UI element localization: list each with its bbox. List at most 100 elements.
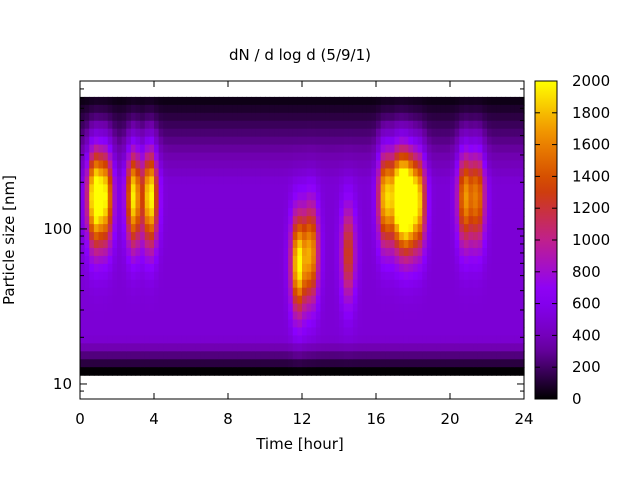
heatmap-cell xyxy=(389,263,396,273)
heatmap-cell xyxy=(80,128,86,138)
heatmap-cell xyxy=(399,240,405,249)
heatmap-cell xyxy=(491,208,497,217)
heatmap-cell xyxy=(306,208,312,217)
heatmap-cell xyxy=(260,287,266,297)
heatmap-cell xyxy=(329,367,335,376)
heatmap-cell xyxy=(181,112,187,122)
heatmap-cell xyxy=(463,271,470,281)
heatmap-cell xyxy=(84,247,90,257)
heatmap-cell xyxy=(463,104,470,114)
heatmap-cell xyxy=(126,232,132,241)
heatmap-cell xyxy=(297,247,303,257)
heatmap-cell xyxy=(311,287,317,297)
heatmap-cell xyxy=(158,104,164,114)
heatmap-cell xyxy=(339,192,345,201)
heatmap-cell xyxy=(371,311,377,321)
heatmap-cell xyxy=(357,303,363,313)
heatmap-cell xyxy=(121,303,127,313)
heatmap-cell xyxy=(214,303,220,313)
heatmap-cell xyxy=(519,319,525,329)
heatmap-cell xyxy=(223,351,229,360)
heatmap-cell xyxy=(394,144,400,154)
heatmap-cell xyxy=(93,208,100,217)
heatmap-cell xyxy=(269,343,275,352)
heatmap-cell xyxy=(177,279,183,289)
heatmap-cell xyxy=(200,359,206,368)
heatmap-cell xyxy=(334,128,340,138)
heatmap-cell xyxy=(376,343,382,352)
heatmap-cell xyxy=(487,279,493,289)
heatmap-cell xyxy=(482,144,488,154)
heatmap-cell xyxy=(126,359,132,368)
heatmap-cell xyxy=(334,104,340,114)
heatmap-cell xyxy=(329,120,335,130)
heatmap-cell xyxy=(311,200,317,209)
heatmap-cell xyxy=(195,168,201,177)
heatmap-cell xyxy=(519,255,525,265)
heatmap-cell xyxy=(172,136,178,146)
heatmap-cell xyxy=(302,335,308,344)
heatmap-cell xyxy=(246,184,252,193)
heatmap-cell xyxy=(112,208,118,217)
heatmap-cell xyxy=(209,240,215,249)
heatmap-cell xyxy=(385,359,391,368)
heatmap-cell xyxy=(200,232,206,241)
heatmap-cell xyxy=(315,367,322,376)
heatmap-cell xyxy=(417,216,423,225)
heatmap-cell xyxy=(274,224,280,233)
heatmap-cell xyxy=(167,112,174,122)
heatmap-cell xyxy=(292,287,298,297)
heatmap-cell xyxy=(269,104,275,114)
heatmap-cell xyxy=(107,335,113,344)
heatmap-cell xyxy=(144,200,150,209)
heatmap-cell xyxy=(334,263,340,273)
heatmap-cell xyxy=(459,144,465,154)
heatmap-cell xyxy=(352,160,359,170)
heatmap-cell xyxy=(177,160,183,170)
heatmap-cell xyxy=(144,144,150,154)
heatmap-cell xyxy=(89,104,95,114)
heatmap-cell xyxy=(487,335,493,344)
heatmap-cell xyxy=(302,144,308,154)
heatmap-cell xyxy=(389,144,396,154)
heatmap-cell xyxy=(389,343,396,352)
heatmap-cell xyxy=(149,216,155,225)
heatmap-cell xyxy=(144,208,150,217)
heatmap-cell xyxy=(454,247,460,257)
heatmap-cell xyxy=(417,144,423,154)
heatmap-cell xyxy=(241,263,248,273)
heatmap-cell xyxy=(181,319,187,329)
heatmap-cell xyxy=(385,255,391,265)
heatmap-cell xyxy=(306,240,312,249)
heatmap-cell xyxy=(403,136,409,146)
heatmap-cell xyxy=(140,216,146,225)
heatmap-cell xyxy=(459,367,465,376)
heatmap-cell xyxy=(445,136,451,146)
heatmap-cell xyxy=(500,104,507,114)
heatmap-cell xyxy=(339,247,345,257)
heatmap-cell xyxy=(417,136,423,146)
heatmap-cell xyxy=(491,287,497,297)
heatmap-cell xyxy=(445,224,451,233)
heatmap-cell xyxy=(112,287,118,297)
heatmap-cell xyxy=(158,176,164,185)
heatmap-cell xyxy=(325,184,331,193)
heatmap-cell xyxy=(241,192,248,201)
heatmap-cell xyxy=(302,120,308,130)
heatmap-cell xyxy=(514,200,520,209)
heatmap-cell xyxy=(121,96,127,106)
heatmap-cell xyxy=(84,200,90,209)
heatmap-cell xyxy=(339,168,345,177)
heatmap-cell xyxy=(260,351,266,360)
heatmap-cell xyxy=(191,128,197,138)
heatmap-cell xyxy=(306,112,312,122)
heatmap-cell xyxy=(403,271,409,281)
heatmap-cell xyxy=(417,240,423,249)
heatmap-cell xyxy=(232,200,238,209)
colorbar-tick-label: 1000 xyxy=(572,231,610,249)
heatmap-cell xyxy=(93,279,100,289)
heatmap-cell xyxy=(380,224,386,233)
heatmap-cell xyxy=(265,311,271,321)
heatmap-cell xyxy=(315,224,322,233)
heatmap-cell xyxy=(154,335,160,344)
